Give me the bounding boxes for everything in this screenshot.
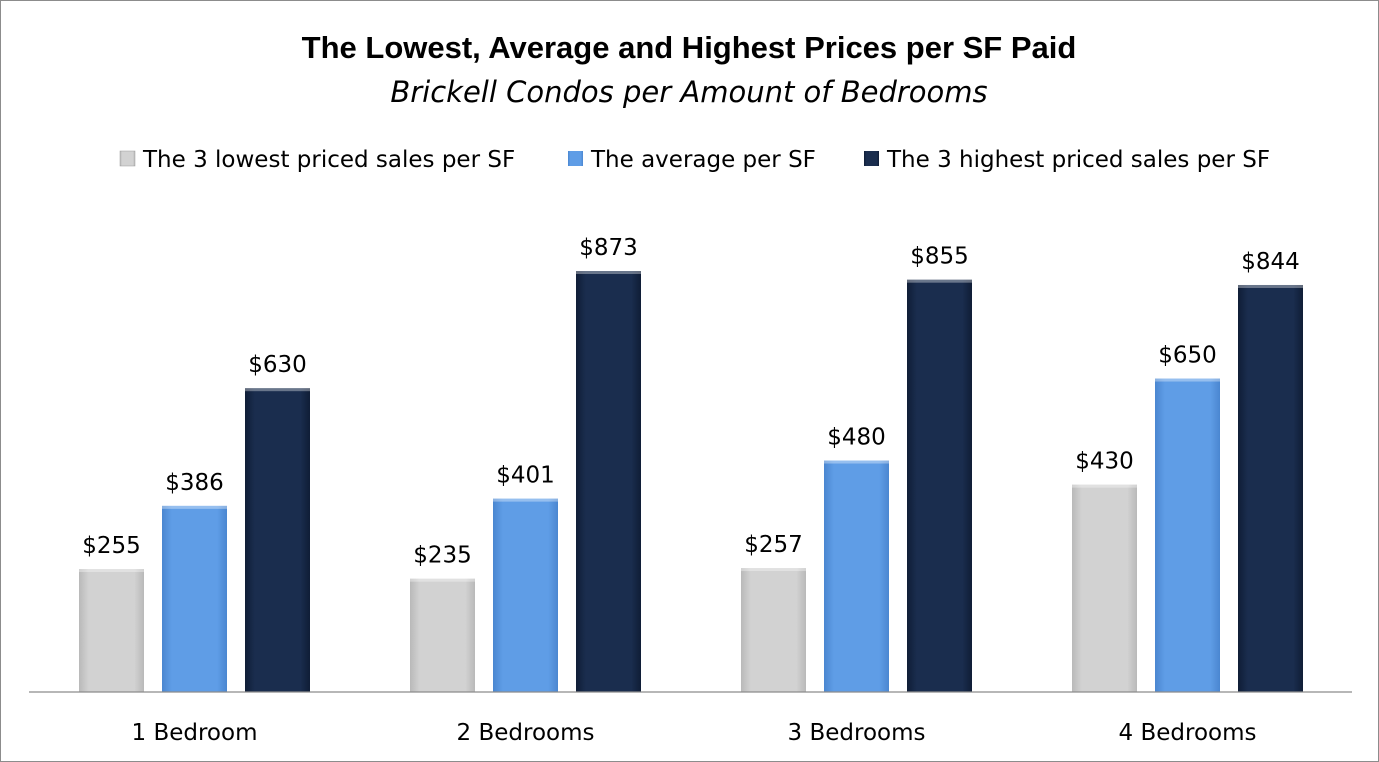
bar-highlight bbox=[410, 578, 475, 582]
category-label-2: 2 Bedrooms bbox=[457, 720, 595, 746]
bar-lowest-3 bbox=[741, 568, 806, 692]
category-label-1: 1 Bedroom bbox=[132, 720, 258, 746]
data-labels-group: $255 $386 $630 $235 $401 $873 $257 $480 $855 $430… bbox=[82, 235, 1300, 569]
bar-highest-4 bbox=[1238, 284, 1303, 692]
chart-subtitle: Brickell Condos per Amount of Bedrooms bbox=[390, 75, 987, 109]
category-label-3: 3 Bedrooms bbox=[788, 720, 926, 746]
bar-highlight bbox=[1072, 484, 1137, 488]
legend-label-average: The average per SF bbox=[590, 147, 816, 173]
chart-title: The Lowest, Average and Highest Prices p… bbox=[302, 30, 1077, 65]
bar-highest-3 bbox=[907, 279, 972, 692]
legend-label-lowest: The 3 lowest priced sales per SF bbox=[142, 147, 515, 173]
bar-highlight bbox=[907, 279, 972, 283]
bar-highlight bbox=[824, 460, 889, 464]
bars-group bbox=[79, 271, 1303, 692]
bar-lowest-1 bbox=[79, 569, 144, 692]
legend-swatch-lowest bbox=[119, 150, 136, 167]
bar-highlight bbox=[741, 568, 806, 572]
data-label-highest-2: $873 bbox=[579, 235, 638, 261]
bar-average-2 bbox=[493, 498, 558, 692]
category-label-4: 4 Bedrooms bbox=[1119, 720, 1257, 746]
bar-highlight bbox=[493, 498, 558, 502]
bar-highlight bbox=[1238, 284, 1303, 288]
bar-highest-1 bbox=[245, 388, 310, 692]
bar-highlight bbox=[162, 505, 227, 509]
data-label-lowest-4: $430 bbox=[1075, 449, 1134, 475]
data-label-average-3: $480 bbox=[827, 425, 886, 451]
data-label-lowest-3: $257 bbox=[744, 532, 803, 558]
category-labels-group: 1 Bedroom 2 Bedrooms 3 Bedrooms 4 Bedrooms bbox=[132, 720, 1257, 746]
data-label-lowest-2: $235 bbox=[413, 543, 472, 569]
bar-highest-2 bbox=[576, 271, 641, 692]
bar-lowest-4 bbox=[1072, 484, 1137, 692]
legend-swatch-highest bbox=[864, 151, 879, 166]
legend: The 3 lowest priced sales per SF The ave… bbox=[119, 147, 1270, 173]
data-label-highest-4: $844 bbox=[1241, 249, 1300, 275]
bar-average-3 bbox=[824, 460, 889, 692]
bar-highlight bbox=[1155, 378, 1220, 382]
bar-average-4 bbox=[1155, 378, 1220, 692]
data-label-lowest-1: $255 bbox=[82, 533, 141, 559]
bar-highlight bbox=[79, 569, 144, 573]
data-label-average-4: $650 bbox=[1158, 343, 1217, 369]
bar-average-1 bbox=[162, 505, 227, 692]
bar-lowest-2 bbox=[410, 578, 475, 692]
data-label-highest-1: $630 bbox=[248, 352, 307, 378]
data-label-highest-3: $855 bbox=[910, 244, 969, 270]
data-label-average-2: $401 bbox=[496, 463, 555, 489]
bar-highlight bbox=[576, 271, 641, 274]
data-label-average-1: $386 bbox=[165, 470, 224, 496]
legend-swatch-average bbox=[568, 151, 583, 166]
bar-highlight bbox=[245, 388, 310, 392]
legend-label-highest: The 3 highest priced sales per SF bbox=[886, 147, 1270, 173]
